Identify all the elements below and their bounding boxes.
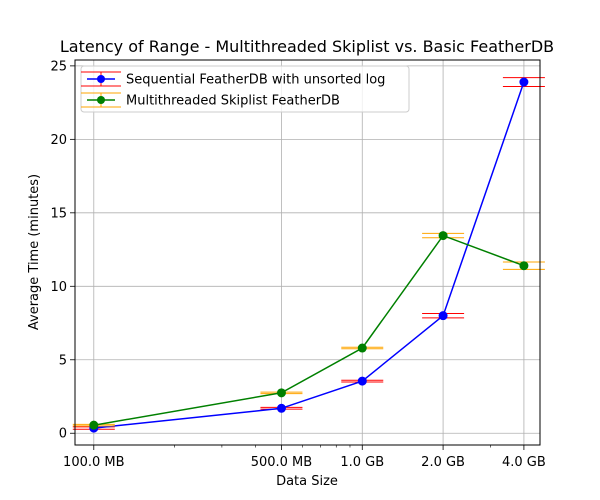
x-tick-label: 500.0 MB [251, 455, 312, 470]
y-tick-label: 5 [59, 353, 67, 368]
y-axis-title: Average Time (minutes) [27, 174, 42, 330]
legend-items: Sequential FeatherDB with unsorted log Mu… [81, 71, 385, 109]
data-point [276, 388, 286, 398]
series-layer [72, 77, 545, 433]
plot-frame [74, 59, 541, 446]
y-tick-label: 10 [50, 280, 67, 295]
y-tick-label: 0 [59, 427, 67, 442]
ticks: 100.0 MB 500.0 MB 1.0 GB 2.0 GB 4.0 GB 0 5 10 15… [50, 59, 545, 470]
data-point [438, 311, 448, 321]
legend-item-1: Multithreaded Skiplist FeatherDB [81, 92, 340, 109]
data-point [89, 420, 99, 430]
y-tick-label: 15 [50, 206, 67, 221]
x-tick-label: 1.0 GB [340, 455, 384, 470]
plot-background [75, 60, 540, 445]
x-tick-label: 4.0 GB [502, 455, 546, 470]
legend-marker [97, 75, 105, 83]
y-tick-label: 25 [50, 59, 67, 74]
series-1 [72, 231, 545, 430]
legend-label: Multithreaded Skiplist FeatherDB [126, 94, 340, 109]
data-point [438, 231, 448, 241]
legend: Sequential FeatherDB with unsorted log Mu… [80, 65, 410, 113]
x-axis-title: Data Size [276, 474, 338, 489]
x-tick-label: 2.0 GB [421, 455, 465, 470]
legend-label: Sequential FeatherDB with unsorted log [126, 73, 385, 88]
data-point [519, 261, 529, 271]
data-point [357, 376, 367, 386]
data-point [276, 403, 286, 413]
data-point [357, 343, 367, 353]
legend-item-0: Sequential FeatherDB with unsorted log [81, 71, 385, 88]
data-point [519, 77, 529, 87]
legend-box [80, 65, 410, 113]
legend-marker [97, 96, 105, 104]
y-tick-label: 20 [50, 133, 67, 148]
x-tick-label: 100.0 MB [63, 455, 124, 470]
chart-title: Latency of Range - Multithreaded Skiplis… [60, 37, 554, 56]
